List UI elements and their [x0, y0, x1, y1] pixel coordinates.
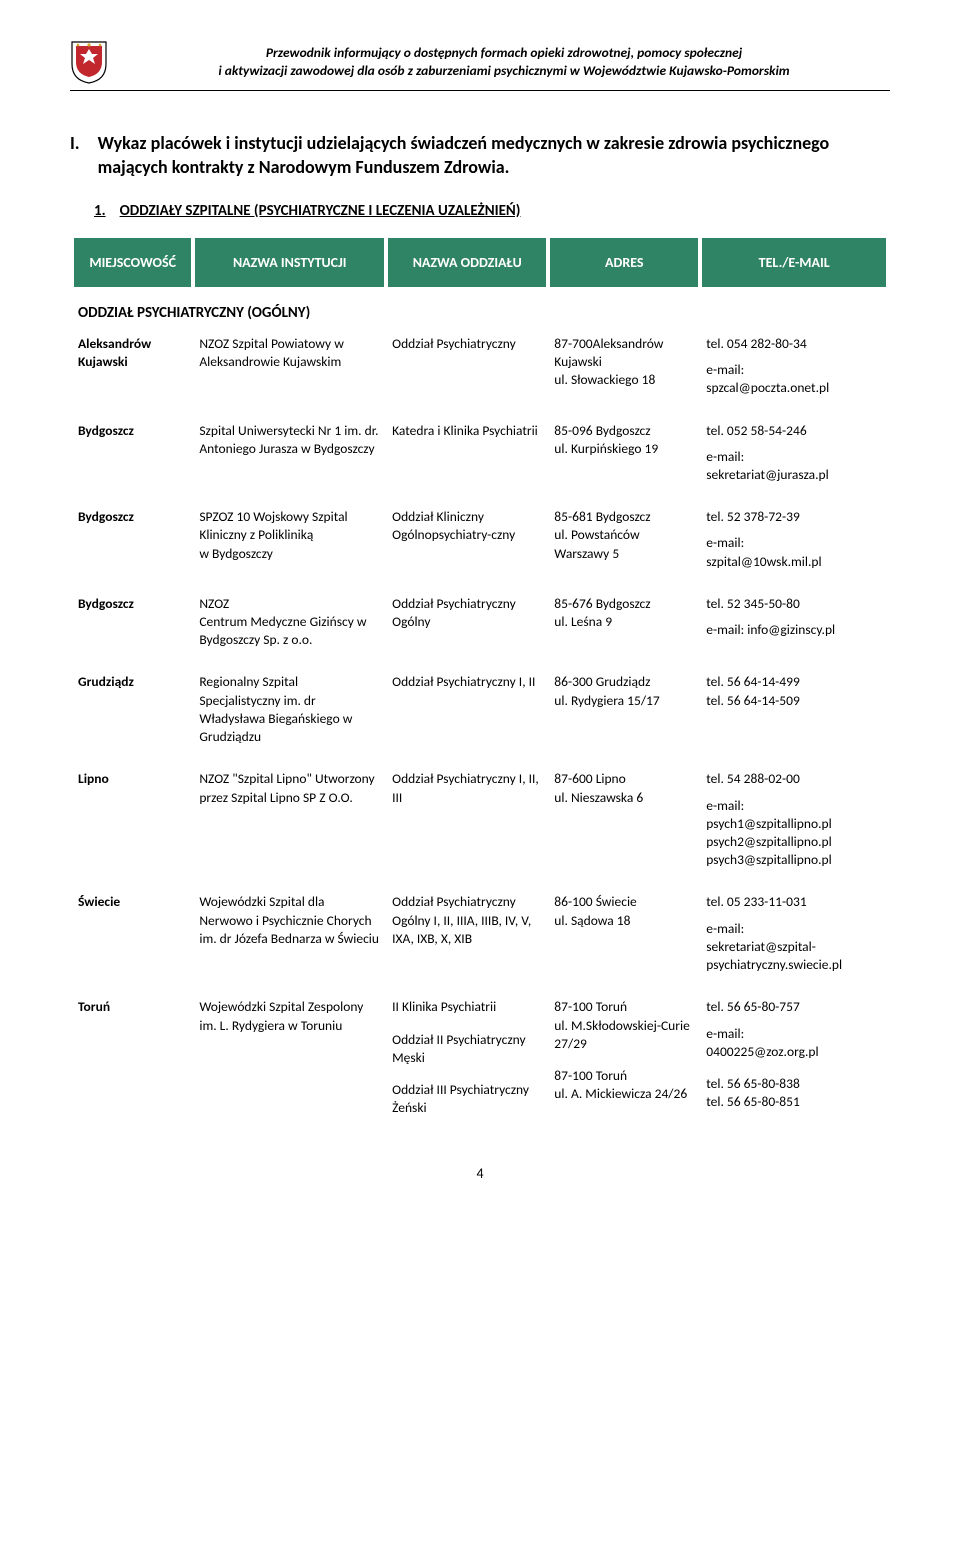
- table-row: BydgoszczSzpital Uniwersytecki Nr 1 im. …: [74, 416, 886, 503]
- section-number: I.: [70, 131, 80, 180]
- cell-department: Katedra i Klinika Psychiatrii: [388, 416, 546, 503]
- table-header-row: MIEJSCOWOŚĆ NAZWA INSTYTUCJI NAZWA ODDZI…: [74, 238, 886, 287]
- col-department: NAZWA ODDZIAŁU: [388, 238, 546, 287]
- table-row: GrudziądzRegionalny Szpital Specjalistyc…: [74, 667, 886, 764]
- table-body: ODDZIAŁ PSYCHIATRYCZNY (OGÓLNY)Aleksandr…: [74, 287, 886, 1136]
- subsection-text: ODDZIAŁY SZPITALNE (PSYCHIATRYCZNE I LEC…: [120, 202, 521, 220]
- cell-contact: tel. 56 64-14-499tel. 56 64-14-509: [702, 667, 886, 764]
- cell-location: Bydgoszcz: [74, 502, 191, 589]
- cell-address: 86-100 Świecieul. Sądowa 18: [550, 887, 698, 992]
- cell-address: 87-100 Toruńul. M.Skłodowskiej-Curie 27/…: [550, 992, 698, 1135]
- section-title: I. Wykaz placówek i instytucji udzielają…: [70, 131, 890, 180]
- cell-address: 85-676 Bydgoszczul. Leśna 9: [550, 589, 698, 668]
- header-line2: i aktywizacji zawodowej dla osób z zabur…: [118, 62, 890, 80]
- table-row: BydgoszczSPZOZ 10 Wojskowy Szpital Klini…: [74, 502, 886, 589]
- page-header: Przewodnik informujący o dostępnych form…: [70, 40, 890, 91]
- cell-contact: tel. 05 233-11-031e-mail:sekretariat@szp…: [702, 887, 886, 992]
- cell-institution: NZOZ Szpital Powiatowy w Aleksandrowie K…: [195, 329, 384, 416]
- crest-icon: [70, 40, 108, 84]
- cell-department: Oddział Psychiatryczny: [388, 329, 546, 416]
- col-contact: TEL./E-MAIL: [702, 238, 886, 287]
- table-row: BydgoszczNZOZCentrum Medyczne Gizińscy w…: [74, 589, 886, 668]
- cell-location: Bydgoszcz: [74, 589, 191, 668]
- cell-institution: Wojewódzki Szpital Zespolony im. L. Rydy…: [195, 992, 384, 1135]
- cell-department: Oddział Psychiatryczny Ogólny: [388, 589, 546, 668]
- cell-contact: tel. 052 58-54-246e-mail:sekretariat@jur…: [702, 416, 886, 503]
- cell-address: 87-700Aleksandrów Kujawskiul. Słowackieg…: [550, 329, 698, 416]
- cell-location: Aleksandrów Kujawski: [74, 329, 191, 416]
- cell-department: Oddział Kliniczny Ogólnopsychiatry-czny: [388, 502, 546, 589]
- cell-department: Oddział PsychiatrycznyOgólny I, II, IIIA…: [388, 887, 546, 992]
- cell-institution: Regionalny Szpital Specjalistyczny im. d…: [195, 667, 384, 764]
- cell-location: Lipno: [74, 764, 191, 887]
- cell-contact: tel. 054 282-80-34e-mail:spzcal@poczta.o…: [702, 329, 886, 416]
- page-number: 4: [70, 1165, 890, 1182]
- subsection-number: 1.: [94, 202, 106, 220]
- cell-institution: SPZOZ 10 Wojskowy Szpital Kliniczny z Po…: [195, 502, 384, 589]
- col-location: MIEJSCOWOŚĆ: [74, 238, 191, 287]
- group-header-cell: ODDZIAŁ PSYCHIATRYCZNY (OGÓLNY): [74, 287, 886, 329]
- cell-contact: tel. 54 288-02-00e-mail:psych1@szpitalli…: [702, 764, 886, 887]
- cell-address: 85-096 Bydgoszczul. Kurpińskiego 19: [550, 416, 698, 503]
- facilities-table: MIEJSCOWOŚĆ NAZWA INSTYTUCJI NAZWA ODDZI…: [70, 238, 890, 1136]
- cell-institution: Szpital Uniwersytecki Nr 1 im. dr. Anton…: [195, 416, 384, 503]
- cell-location: Bydgoszcz: [74, 416, 191, 503]
- header-line1: Przewodnik informujący o dostępnych form…: [118, 44, 890, 62]
- cell-location: Toruń: [74, 992, 191, 1135]
- cell-address: 86-300 Grudziądzul. Rydygiera 15/17: [550, 667, 698, 764]
- cell-location: Grudziądz: [74, 667, 191, 764]
- cell-department: Oddział Psychiatryczny I, II, III: [388, 764, 546, 887]
- col-institution: NAZWA INSTYTUCJI: [195, 238, 384, 287]
- table-row: Aleksandrów KujawskiNZOZ Szpital Powiato…: [74, 329, 886, 416]
- col-address: ADRES: [550, 238, 698, 287]
- cell-location: Świecie: [74, 887, 191, 992]
- cell-department: II Klinika PsychiatriiOddział II Psychia…: [388, 992, 546, 1135]
- cell-contact: tel. 56 65-80-757e-mail:0400225@zoz.org.…: [702, 992, 886, 1135]
- group-header-row: ODDZIAŁ PSYCHIATRYCZNY (OGÓLNY): [74, 287, 886, 329]
- table-row: LipnoNZOZ "Szpital Lipno" Utworzony prze…: [74, 764, 886, 887]
- subsection-heading: 1. ODDZIAŁY SZPITALNE (PSYCHIATRYCZNE I L…: [94, 202, 890, 220]
- table-row: ToruńWojewódzki Szpital Zespolony im. L.…: [74, 992, 886, 1135]
- cell-contact: tel. 52 378-72-39e-mail:szpital@10wsk.mi…: [702, 502, 886, 589]
- cell-address: 85-681 Bydgoszczul. Powstańców Warszawy …: [550, 502, 698, 589]
- cell-institution: NZOZCentrum Medyczne Gizińscy w Bydgoszc…: [195, 589, 384, 668]
- section-text: Wykaz placówek i instytucji udzielającyc…: [98, 131, 890, 180]
- cell-address: 87-600 Lipnoul. Nieszawska 6: [550, 764, 698, 887]
- table-row: ŚwiecieWojewódzki Szpital dla Nerwowo i …: [74, 887, 886, 992]
- cell-contact: tel. 52 345-50-80e-mail: info@gizinscy.p…: [702, 589, 886, 668]
- cell-institution: NZOZ "Szpital Lipno" Utworzony przez Szp…: [195, 764, 384, 887]
- cell-institution: Wojewódzki Szpital dla Nerwowo i Psychic…: [195, 887, 384, 992]
- header-text: Przewodnik informujący o dostępnych form…: [118, 44, 890, 79]
- cell-department: Oddział Psychiatryczny I, II: [388, 667, 546, 764]
